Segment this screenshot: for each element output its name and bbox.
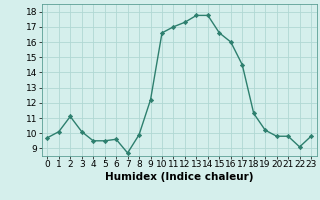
X-axis label: Humidex (Indice chaleur): Humidex (Indice chaleur) (105, 172, 253, 182)
